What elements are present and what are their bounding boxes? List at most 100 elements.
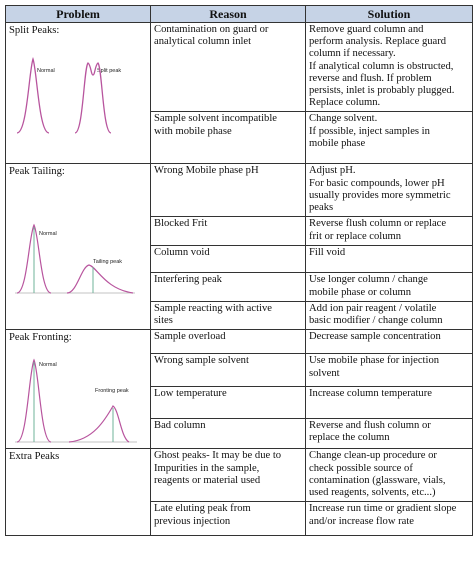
header-row: Problem Reason Solution [5,5,473,23]
solution-cell: Fill void [305,245,473,274]
solution-cell: Increase column temperature [305,385,473,420]
cell-text-line: Impurities in the sample, [154,462,260,474]
solution-cell: Increase run time or gradient slope and/o… [305,501,473,537]
solution-cell: Adjust pH. For basic compounds, lower pH u… [305,163,473,218]
cell-text-line: column if necessary. [309,48,396,60]
cell-text-line: sites [154,315,173,327]
table-row: Sample solvent incompatible with mobile p… [6,111,473,165]
cell-text-line: Sample reacting with active [154,302,272,314]
cell-text-line: Interfering peak [154,274,222,286]
cell-text-line: contamination (glassware, vials, [309,474,446,486]
reason-cell: Late eluting peak from previous injection [150,501,306,537]
reason-cell: Wrong sample solvent [150,353,306,387]
table-row: Wrong sample solvent Use mobile phase fo… [6,353,473,387]
figure-label-normal: Normal [39,231,57,237]
cell-text-line: If analytical column is obstructed, [309,60,454,72]
cell-text-line: Wrong Mobile phase pH [154,165,259,177]
cell-text-line: reverse and flush. If problem [309,72,432,84]
cell-text-line: analytical column inlet [154,36,252,48]
solution-cell: Reverse flush column or replace frit or r… [305,216,473,247]
reason-cell: Sample overload [150,329,306,355]
figure-label-tailing: Tailing peak [93,259,122,265]
problem-cell-extra-peaks: Extra Peaks [5,448,151,537]
figure-label-fronting: Fronting peak [95,388,129,394]
cell-text-line: Column void [154,247,210,259]
cell-text-line: Contamination on guard or [154,24,269,35]
solution-cell: Use mobile phase for injection solvent [305,353,473,387]
table-row: Low temperature Increase column temperat… [6,385,473,420]
reason-cell: Blocked Frit [150,216,306,247]
figure-label-split: Split peak [97,68,121,74]
cell-text-line: check possible source of [309,462,413,474]
reason-cell: Sample reacting with active sites [150,300,306,331]
cell-text-line: mobile phase or column [309,286,412,298]
problem-cell-peak-tailing: Peak Tailing: Normal Tailing peak [5,163,151,331]
cell-text-line: Reverse flush column or replace [309,218,447,230]
cell-text-line: replace the column [309,432,390,444]
cell-text-line: Bad column [154,420,206,432]
cell-text-line: Late eluting peak from [154,503,251,515]
table-row: Peak Fronting: Normal Fronting peak Samp… [5,329,473,450]
header-problem: Problem [5,5,151,23]
cell-text-line: persists, inlet is probably plugged. [309,85,455,97]
split-peak-illustration: Normal Split peak [16,57,121,134]
cell-text-line: For basic compounds, lower pH [309,177,445,189]
tailing-peak-illustration: Normal Tailing peak [15,223,135,294]
problem-title: Peak Tailing: [9,166,65,178]
cell-text-line: Use mobile phase for injection [309,355,440,367]
figure-label-normal: Normal [37,68,55,74]
problem-title: Peak Fronting: [9,332,72,344]
cell-text-line: Increase column temperature [309,387,432,399]
reason-cell: Bad column [150,418,306,450]
problem-title: Extra Peaks [9,451,60,463]
cell-text-line: Use longer column / change [309,274,428,286]
cell-text-line: Reverse and flush column or [309,420,431,432]
cell-text-line: Add ion pair reagent / volatile [309,302,437,314]
table-row: Interfering peak Use longer column / cha… [6,272,473,302]
reason-cell: Ghost peaks- It may be due to Impurities … [150,448,306,503]
table-row: Bad column Reverse and flush column or re… [6,418,473,450]
problem-title: Split Peaks: [9,25,60,36]
solution-cell: Use longer column / change mobile phase o… [305,272,473,302]
cell-text-line: Decrease sample concentration [309,331,441,343]
solution-cell: Change clean-up procedure or check possib… [305,448,473,503]
cell-text-line: Replace column. [309,97,381,109]
cell-text-line: reagents or material used [154,474,261,486]
cell-text-line: peaks [309,202,334,214]
cell-text-line: solvent [309,367,340,379]
cell-text-line: Change solvent. [309,113,378,125]
table-row: Peak Tailing: Normal Tailing peak Wrong … [5,163,473,331]
cell-text-line: Sample overload [154,331,226,343]
cell-text-line: Sample solvent incompatible [154,113,277,125]
solution-cell: Decrease sample concentration [305,329,473,355]
fronting-peak-illustration: Normal Fronting peak [15,358,137,444]
table-row: Sample reacting with active sites Add ion… [6,300,473,331]
solution-cell: Remove guard column and perform analysis.… [305,21,473,113]
reason-cell: Wrong Mobile phase pH [150,163,306,218]
cell-text-line: frit or replace column [309,230,402,242]
cell-text-line: with mobile phase [154,125,232,137]
reason-cell: Column void [150,245,306,274]
cell-text-line: Ghost peaks- It may be due to [154,450,282,462]
header-solution: Solution [305,5,473,23]
cell-text-line: basic modifier / change column [309,315,443,327]
solution-cell: Add ion pair reagent / volatile basic mod… [305,300,473,331]
problem-cell-split-peaks: Split Peaks: Normal Split peak [5,21,151,165]
table-row: Late eluting peak from previous injection… [6,501,473,537]
troubleshooting-table: Problem Reason Solution Split Peaks: Nor… [5,5,473,537]
solution-cell: Reverse and flush column or replace the c… [305,418,473,450]
cell-text-line: perform analysis. Replace guard [309,36,447,48]
cell-text-line: and/or increase flow rate [309,515,415,527]
cell-text-line: Low temperature [154,387,227,399]
cell-text-line: If possible, inject samples in [309,125,430,137]
cell-text-line: Adjust pH. [309,165,356,177]
cell-text-line: used reagents, solvents, etc...) [309,487,436,499]
table-row: Split Peaks: Normal Split peak Contamina… [5,21,473,165]
reason-cell: Sample solvent incompatible with mobile p… [150,111,306,165]
cell-text-line: Wrong sample solvent [154,355,249,367]
reason-cell: Low temperature [150,385,306,420]
table-row: Extra Peaks Ghost peaks- It may be due t… [5,448,473,537]
reason-cell: Contamination on guard or analytical colu… [150,21,306,113]
solution-cell: Change solvent. If possible, inject sampl… [305,111,473,165]
reason-cell: Interfering peak [150,272,306,302]
